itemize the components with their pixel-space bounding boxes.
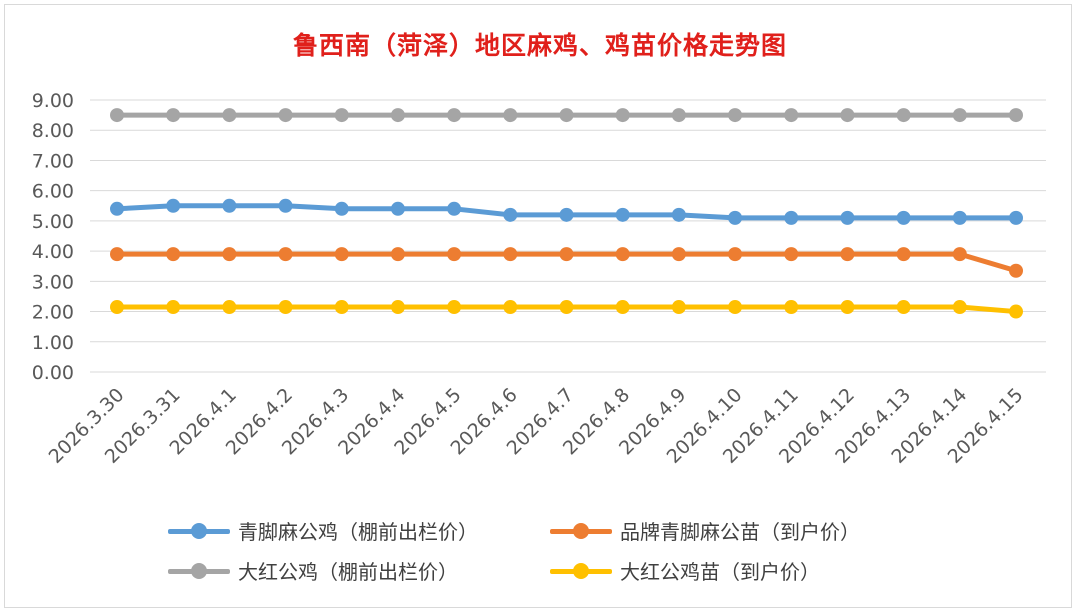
y-tick-label: 4.00 — [32, 241, 74, 263]
data-point — [1009, 263, 1023, 278]
data-point — [615, 247, 630, 262]
data-point — [278, 108, 293, 123]
data-point — [222, 198, 237, 213]
y-tick-label: 1.00 — [32, 332, 74, 354]
legend-swatch — [550, 561, 612, 581]
data-point — [728, 247, 743, 262]
data-point — [222, 247, 237, 262]
data-point — [1009, 304, 1023, 319]
y-tick-label: 7.00 — [32, 150, 74, 172]
data-point — [896, 210, 911, 225]
data-point — [559, 300, 574, 315]
data-point — [503, 108, 518, 123]
data-point — [278, 300, 293, 315]
legend-label: 青脚麻公鸡（棚前出栏价） — [238, 520, 478, 544]
data-point — [278, 198, 293, 213]
data-point — [1009, 210, 1023, 225]
data-point — [390, 300, 405, 315]
y-tick-label: 6.00 — [32, 181, 74, 203]
data-point — [728, 108, 743, 123]
data-point — [840, 300, 855, 315]
data-point — [728, 210, 743, 225]
data-point — [110, 108, 124, 123]
data-point — [166, 108, 181, 123]
legend-item-qingjiao-gongji: 青脚麻公鸡（棚前出栏价） — [168, 516, 478, 545]
data-point — [952, 247, 967, 262]
data-point — [110, 247, 124, 262]
legend-label: 品牌青脚麻公苗（到户价） — [620, 520, 860, 544]
data-point — [222, 108, 237, 123]
data-point — [671, 247, 686, 262]
data-point — [615, 207, 630, 222]
data-point — [503, 207, 518, 222]
legend-swatch — [168, 561, 230, 581]
chart-title: 鲁西南（菏泽）地区麻鸡、鸡苗价格走势图 — [292, 31, 787, 60]
data-point — [166, 247, 181, 262]
data-point — [952, 210, 967, 225]
legend-item-pinpai-miao: 品牌青脚麻公苗（到户价） — [550, 516, 860, 545]
data-point — [952, 108, 967, 123]
data-point — [334, 201, 349, 216]
data-point — [447, 247, 462, 262]
data-point — [390, 108, 405, 123]
data-point — [896, 300, 911, 315]
data-point — [952, 300, 967, 315]
data-point — [784, 247, 799, 262]
y-tick-label: 0.00 — [32, 362, 74, 384]
data-point — [615, 300, 630, 315]
y-tick-label: 5.00 — [32, 211, 74, 233]
y-tick-label: 8.00 — [32, 120, 74, 142]
legend-item-dahong-miao: 大红公鸡苗（到户价） — [550, 556, 820, 585]
data-point — [728, 300, 743, 315]
data-point — [334, 108, 349, 123]
legend-swatch — [168, 521, 230, 541]
data-point — [390, 201, 405, 216]
data-point — [390, 247, 405, 262]
data-point — [784, 300, 799, 315]
data-point — [1009, 108, 1023, 123]
data-point — [166, 300, 181, 315]
data-point — [447, 300, 462, 315]
data-point — [559, 108, 574, 123]
legend-label: 大红公鸡（棚前出栏价） — [238, 560, 458, 584]
data-point — [110, 201, 124, 216]
data-point — [896, 108, 911, 123]
data-point — [559, 247, 574, 262]
data-point — [840, 108, 855, 123]
chart-legend: 青脚麻公鸡（棚前出栏价） 品牌青脚麻公苗（到户价） 大红公鸡（棚前出栏价） 大红… — [0, 506, 1080, 586]
y-tick-label: 2.00 — [32, 302, 74, 324]
data-point — [559, 207, 574, 222]
data-point — [896, 247, 911, 262]
y-tick-label: 3.00 — [32, 271, 74, 293]
data-point — [671, 300, 686, 315]
legend-item-dahong-gongji: 大红公鸡（棚前出栏价） — [168, 556, 458, 585]
data-point — [447, 108, 462, 123]
data-point — [222, 300, 237, 315]
data-point — [278, 247, 293, 262]
data-point — [671, 108, 686, 123]
data-point — [166, 198, 181, 213]
data-point — [334, 247, 349, 262]
legend-swatch — [550, 521, 612, 541]
data-point — [334, 300, 349, 315]
data-point — [784, 210, 799, 225]
data-point — [615, 108, 630, 123]
data-point — [110, 300, 124, 315]
data-point — [671, 207, 686, 222]
legend-label: 大红公鸡苗（到户价） — [620, 560, 820, 584]
data-point — [503, 247, 518, 262]
data-point — [840, 210, 855, 225]
data-point — [784, 108, 799, 123]
data-point — [503, 300, 518, 315]
data-point — [840, 247, 855, 262]
y-tick-label: 9.00 — [32, 90, 74, 112]
data-point — [447, 201, 462, 216]
